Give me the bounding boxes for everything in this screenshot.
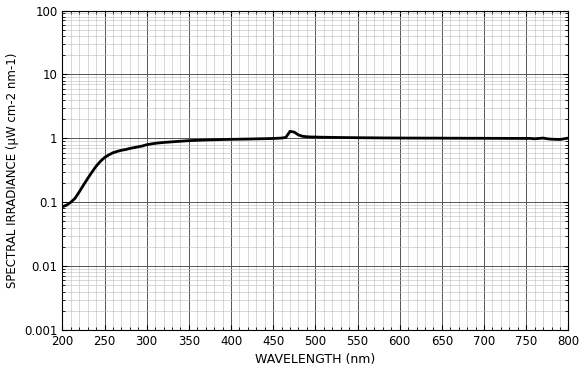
Y-axis label: SPECTRAL IRRADIANCE (μW cm-2 nm-1): SPECTRAL IRRADIANCE (μW cm-2 nm-1) <box>5 52 19 288</box>
X-axis label: WAVELENGTH (nm): WAVELENGTH (nm) <box>255 353 376 366</box>
